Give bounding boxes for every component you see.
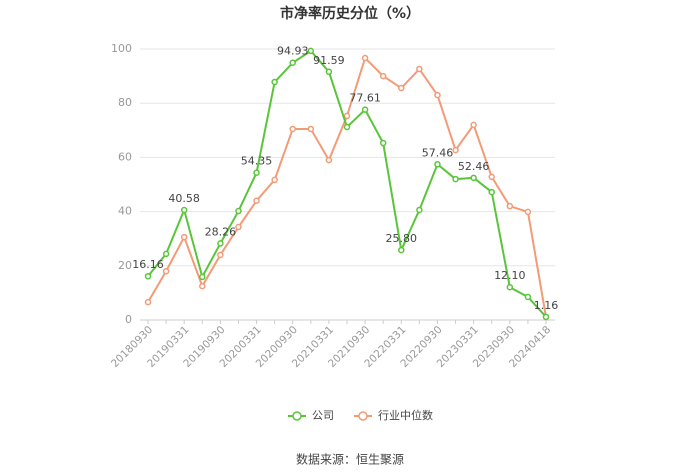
data-point xyxy=(434,91,441,99)
data-point xyxy=(343,123,351,131)
data-label: 12.10 xyxy=(494,269,526,282)
y-tick-label: 20 xyxy=(118,259,132,272)
data-point xyxy=(452,175,459,183)
data-point xyxy=(217,251,224,259)
legend-marker xyxy=(292,411,302,421)
y-tick-label: 100 xyxy=(111,42,132,55)
data-point xyxy=(416,65,423,73)
data-point xyxy=(434,161,441,168)
data-point xyxy=(379,72,387,80)
data-point xyxy=(379,139,387,147)
data-point xyxy=(162,267,170,275)
data-label: 16.16 xyxy=(132,258,164,271)
data-point xyxy=(488,173,495,181)
data-point xyxy=(289,59,296,66)
data-label: 77.61 xyxy=(349,92,381,105)
data-label: 1.16 xyxy=(534,299,559,312)
data-label: 52.46 xyxy=(458,160,490,173)
data-label: 91.59 xyxy=(313,54,345,67)
data-label: 94.93 xyxy=(277,45,309,58)
data-point xyxy=(271,176,278,184)
data-label: 25.80 xyxy=(386,232,418,245)
data-point xyxy=(180,206,188,214)
data-point xyxy=(470,121,477,129)
data-point xyxy=(398,84,405,92)
legend-item: 公司 xyxy=(288,409,334,422)
y-tick-label: 40 xyxy=(118,205,132,218)
data-point xyxy=(325,156,333,164)
chart-title: 市净率历史分位（%） xyxy=(280,5,420,22)
y-tick-label: 80 xyxy=(118,96,132,109)
data-point xyxy=(506,202,514,210)
data-point xyxy=(488,188,495,196)
data-point xyxy=(416,206,423,214)
data-point xyxy=(180,233,188,241)
data-point xyxy=(361,106,369,113)
data-label: 54.35 xyxy=(241,155,273,168)
data-point xyxy=(289,125,296,133)
y-tick-label: 0 xyxy=(125,313,132,326)
data-point xyxy=(524,208,532,216)
data-point xyxy=(271,78,278,86)
data-label: 28.26 xyxy=(205,225,237,238)
legend-item: 行业中位数 xyxy=(354,408,433,422)
data-point xyxy=(217,240,224,247)
y-tick-label: 60 xyxy=(118,150,132,163)
data-point xyxy=(542,313,550,321)
data-point xyxy=(452,146,459,154)
legend-label: 公司 xyxy=(312,409,334,422)
data-point xyxy=(343,112,351,120)
data-point xyxy=(162,250,170,258)
data-point xyxy=(361,54,369,62)
data-point xyxy=(144,272,152,280)
data-point xyxy=(253,197,260,205)
data-label: 57.46 xyxy=(422,146,454,159)
legend-marker xyxy=(358,411,368,421)
data-point xyxy=(144,298,152,306)
data-point xyxy=(307,125,315,133)
data-point xyxy=(253,169,260,176)
data-point xyxy=(470,174,477,182)
data-point xyxy=(235,223,242,231)
data-point xyxy=(325,68,333,76)
data-point xyxy=(398,246,405,254)
data-point xyxy=(307,47,315,55)
data-label: 40.58 xyxy=(168,192,200,205)
legend-label: 行业中位数 xyxy=(378,408,433,422)
data-point xyxy=(199,273,206,281)
data-point xyxy=(235,207,242,215)
data-point xyxy=(524,293,532,301)
data-point xyxy=(199,282,206,290)
data-point xyxy=(506,283,514,291)
source-note: 数据来源：恒生聚源 xyxy=(296,452,404,467)
